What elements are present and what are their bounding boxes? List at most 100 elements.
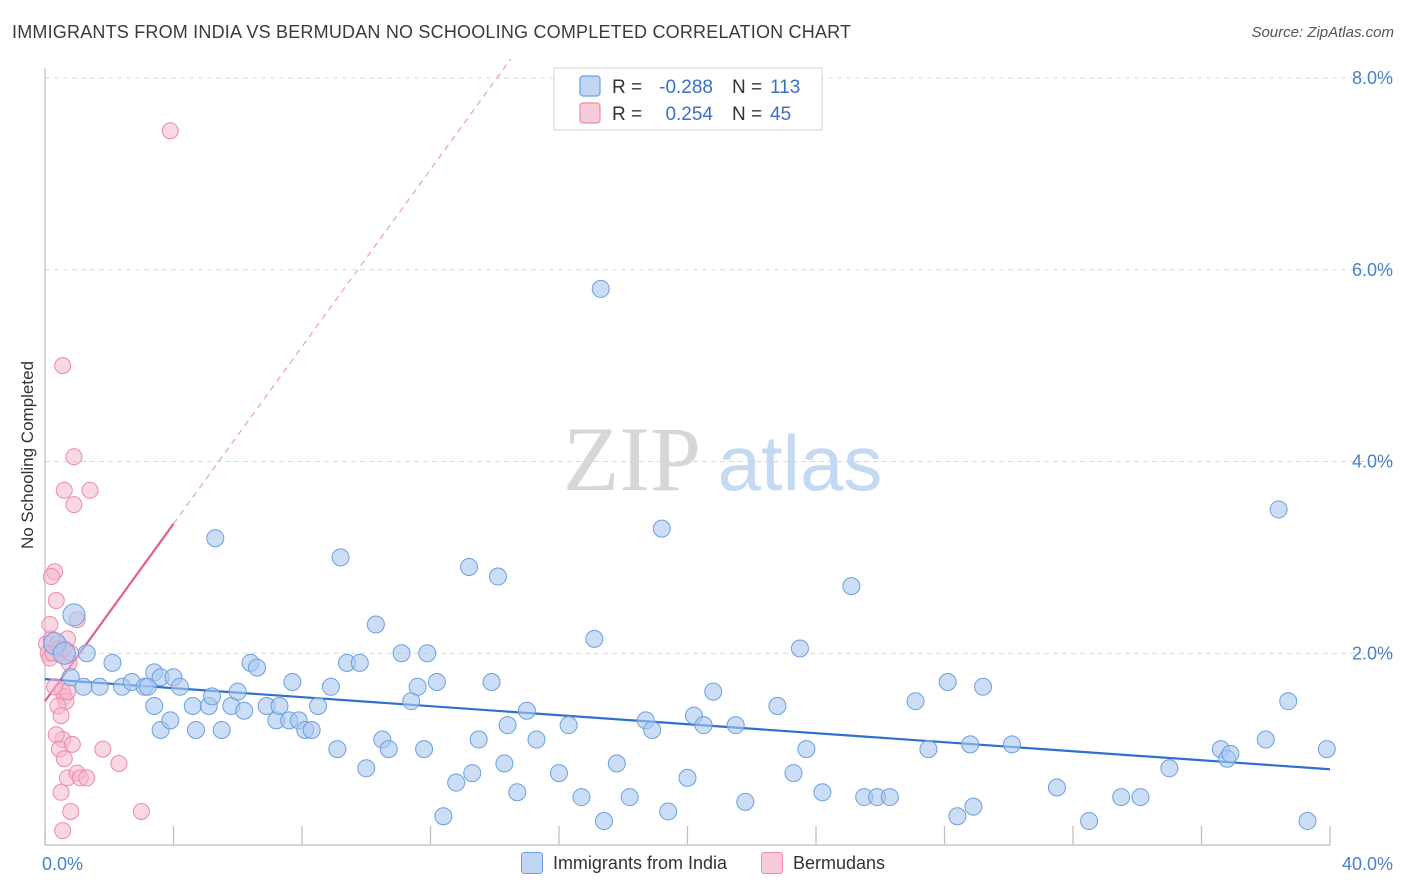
india-point — [704, 682, 723, 701]
india-swatch — [520, 852, 543, 874]
legend-item-india[interactable]: Immigrants from India — [520, 852, 727, 874]
india-point — [974, 677, 993, 696]
india-point — [1221, 744, 1240, 763]
india-point — [1256, 730, 1275, 749]
india-point — [1112, 788, 1131, 807]
india-point — [790, 639, 809, 658]
source-label: Source: ZipAtlas.com — [1251, 24, 1394, 41]
india-point — [90, 677, 109, 696]
india-point — [964, 797, 983, 816]
bermudans-point — [54, 357, 72, 375]
india-point — [880, 788, 899, 807]
grid-lines — [45, 77, 1392, 654]
bermudans-point — [41, 615, 59, 633]
india-point — [138, 677, 157, 696]
india-point — [203, 687, 222, 706]
india-point — [488, 567, 507, 586]
india-point — [652, 519, 671, 538]
bermudans-point — [65, 448, 83, 466]
india-point — [392, 644, 411, 663]
x-tick-labels: 0.0% 40.0% — [42, 854, 1393, 874]
india-point — [482, 673, 501, 692]
india-point — [62, 603, 86, 627]
bermudans-point — [55, 750, 73, 768]
stats-legend: R = -0.288 N = 113 R = 0.254 N = 45 — [553, 67, 823, 131]
india-point — [659, 802, 678, 821]
watermark: ZIP atlas — [563, 408, 882, 510]
india-point — [620, 788, 639, 807]
legend-label-bermudans: Bermudans — [793, 852, 886, 873]
bermudans-point — [94, 740, 112, 758]
legend-n-label: N = — [732, 77, 762, 98]
bermudans-point — [52, 783, 70, 801]
india-point — [572, 788, 591, 807]
india-point — [206, 529, 225, 548]
india-point — [678, 768, 697, 787]
india-points — [43, 279, 1336, 831]
bermudans-point — [161, 122, 179, 140]
india-point — [961, 735, 980, 754]
bermudans-point — [62, 802, 80, 820]
axes — [44, 68, 1331, 846]
india-point — [170, 677, 189, 696]
legend-swatch — [579, 102, 601, 124]
y-tick-labels: 2.0% 4.0% 6.0% 8.0% — [1352, 68, 1393, 663]
legend-r-label: R = — [612, 104, 642, 125]
india-point — [321, 677, 340, 696]
bermudans-trend-extension — [173, 58, 512, 525]
india-point — [248, 658, 267, 677]
watermark-atlas: atlas — [718, 419, 883, 507]
india-point — [427, 673, 446, 692]
india-point — [948, 807, 967, 826]
chart-title: IMMIGRANTS FROM INDIA VS BERMUDAN NO SCH… — [12, 22, 852, 42]
bermudans-point — [78, 769, 96, 787]
india-point — [517, 701, 536, 720]
india-point — [1269, 500, 1288, 519]
india-point — [1279, 692, 1298, 711]
y-tick-label: 4.0% — [1352, 452, 1393, 472]
india-point — [508, 783, 527, 802]
india-point — [736, 792, 755, 811]
india-trend-line — [44, 678, 1331, 771]
bermudans-point — [46, 678, 64, 696]
legend-n-value: 45 — [770, 104, 791, 125]
india-point — [415, 740, 434, 759]
india-point — [919, 740, 938, 759]
legend-r-value: -0.288 — [659, 77, 713, 98]
watermark-zip: ZIP — [563, 408, 701, 510]
india-point — [328, 740, 347, 759]
india-point — [418, 644, 437, 663]
india-point — [643, 720, 662, 739]
india-point — [1047, 778, 1066, 797]
bermudans-swatch — [761, 852, 783, 874]
india-point — [559, 716, 578, 735]
bermudans-point — [42, 568, 60, 586]
india-point — [591, 279, 610, 298]
bermudans-point — [55, 481, 73, 499]
legend-n-value: 113 — [770, 77, 800, 98]
india-point — [784, 764, 803, 783]
india-point — [594, 812, 613, 831]
india-point — [527, 730, 546, 749]
india-point — [350, 653, 369, 672]
india-point — [447, 773, 466, 792]
india-point — [797, 740, 816, 759]
bermudans-point — [65, 496, 83, 514]
india-point — [906, 692, 925, 711]
india-point — [495, 754, 514, 773]
india-point — [463, 764, 482, 783]
india-point — [161, 711, 180, 730]
legend-item-bermudans[interactable]: Bermudans — [761, 852, 885, 874]
india-point — [469, 730, 488, 749]
india-point — [1002, 735, 1021, 754]
india-point — [768, 696, 787, 715]
bermudans-point — [47, 726, 65, 744]
india-point — [145, 696, 164, 715]
x-tick-label: 40.0% — [1342, 854, 1393, 874]
india-point — [460, 557, 479, 576]
legend-r-value: 0.254 — [665, 104, 713, 125]
india-point — [302, 720, 321, 739]
india-point — [212, 720, 231, 739]
bermudans-point — [110, 755, 128, 773]
